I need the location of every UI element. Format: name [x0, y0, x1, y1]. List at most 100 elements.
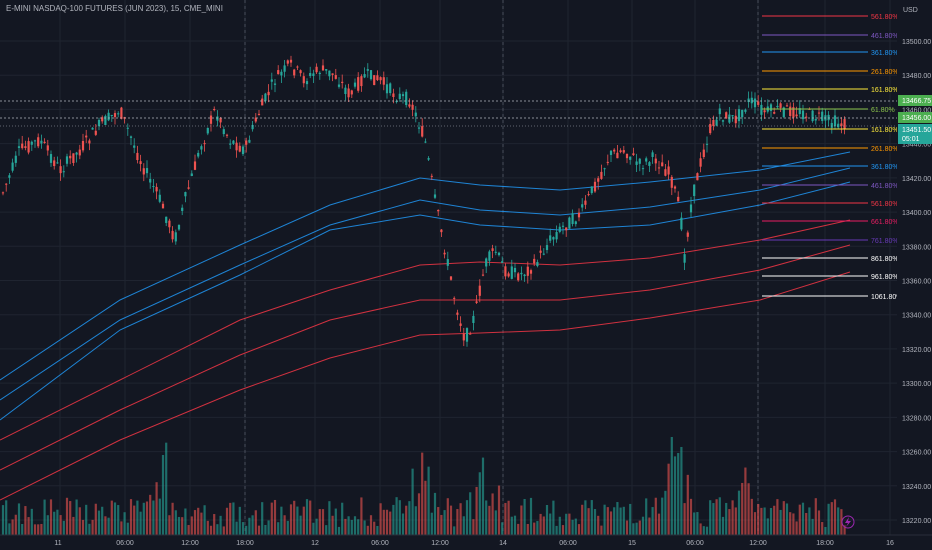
candle-body — [792, 107, 795, 118]
fib-level-label: 461.80% — [871, 183, 899, 190]
volume-bar — [520, 505, 523, 535]
candle-body — [555, 232, 558, 240]
time-tick: 06:00 — [559, 540, 577, 547]
candle-body — [302, 76, 305, 84]
volume-bar — [574, 518, 577, 535]
candle-body — [801, 110, 805, 120]
candle-body — [789, 106, 792, 117]
candle-body — [497, 252, 501, 256]
volume-bar — [651, 507, 654, 535]
price-label-level: 13456.00 — [902, 115, 931, 122]
volume-bar — [414, 506, 417, 535]
volume-bar — [699, 523, 702, 535]
volume-bar — [5, 500, 8, 535]
candle-body — [280, 71, 283, 76]
volume-bar — [638, 520, 641, 535]
candle-body — [657, 167, 661, 169]
volume-bar — [411, 468, 414, 535]
volume-bar — [523, 498, 526, 535]
currency-label: USD — [903, 7, 918, 14]
volume-bar — [465, 500, 469, 535]
candle-body — [245, 140, 248, 145]
volume-bar — [152, 500, 155, 535]
volume-bar — [133, 505, 136, 535]
time-tick: 15 — [628, 540, 636, 547]
candle-body — [712, 119, 715, 127]
moving-average-line — [0, 271, 851, 501]
volume-bar — [571, 519, 574, 535]
candle-body — [529, 270, 533, 274]
candle-body — [600, 171, 603, 179]
candle-body — [126, 127, 129, 129]
candle-body — [65, 156, 69, 164]
fib-level-label: 761.80% — [871, 238, 899, 245]
volume-bar — [565, 513, 568, 535]
price-tick: 13460.00 — [902, 107, 931, 114]
candle-body — [273, 83, 277, 85]
candle-body — [776, 105, 779, 108]
price-tick: 13400.00 — [902, 210, 931, 217]
volume-bar — [40, 523, 43, 535]
candle-body — [782, 107, 785, 117]
candle-body — [190, 173, 193, 177]
candle-body — [526, 266, 529, 276]
fib-level-label: 861.80% — [871, 256, 899, 263]
candle-body — [606, 161, 609, 163]
candle-body — [520, 272, 523, 275]
volume-bar — [110, 500, 113, 535]
volume-bar — [376, 525, 379, 535]
candle-body — [744, 109, 747, 112]
volume-bar — [673, 456, 677, 535]
candle-body — [469, 333, 472, 335]
candle-body — [587, 194, 590, 196]
candle-body — [456, 312, 459, 315]
candle-body — [363, 74, 366, 78]
candle-body — [110, 114, 113, 116]
candle-body — [734, 115, 737, 124]
candle-body — [488, 251, 491, 261]
candle-body — [721, 120, 725, 122]
volume-bar — [584, 500, 587, 535]
candle-body — [603, 168, 606, 170]
volume-bar — [401, 513, 405, 535]
candle-body — [17, 146, 21, 148]
candle-body — [814, 119, 817, 121]
volume-bar — [27, 517, 30, 535]
candle-body — [46, 145, 49, 151]
candle-body — [181, 207, 184, 211]
candle-body — [421, 126, 424, 137]
candle-body — [94, 130, 97, 135]
fib-level-label: 561.80% — [871, 201, 899, 208]
fib-level-label: 961.80% — [871, 274, 899, 281]
candle-body — [536, 261, 539, 267]
candle-body — [24, 146, 27, 149]
volume-bar — [59, 515, 62, 535]
candle-body — [494, 251, 497, 253]
candle-body — [629, 156, 632, 160]
volume-bar — [123, 512, 126, 535]
volume-bar — [171, 502, 174, 535]
volume-bar — [379, 503, 382, 535]
volume-bar — [542, 516, 545, 535]
volume-bar — [21, 523, 24, 535]
volume-bar — [155, 482, 158, 535]
candle-body — [817, 112, 821, 114]
volume-bar — [789, 512, 792, 535]
candle-body — [312, 73, 315, 77]
volume-bar — [325, 525, 328, 535]
volume-bar — [286, 520, 289, 535]
volume-bar — [568, 513, 571, 535]
lightning-icon[interactable] — [841, 515, 855, 529]
volume-bar — [443, 510, 446, 535]
volume-bar — [238, 506, 241, 535]
candle-body — [517, 273, 520, 281]
volume-bar — [718, 497, 721, 535]
fib-level-label: 661.80% — [871, 219, 899, 226]
volume-bar — [30, 508, 33, 535]
volume-bar — [62, 520, 65, 535]
price-tick: 13300.00 — [902, 381, 931, 388]
volume-bar — [657, 513, 661, 535]
volume-bar — [334, 508, 337, 535]
candle-body — [385, 84, 389, 94]
